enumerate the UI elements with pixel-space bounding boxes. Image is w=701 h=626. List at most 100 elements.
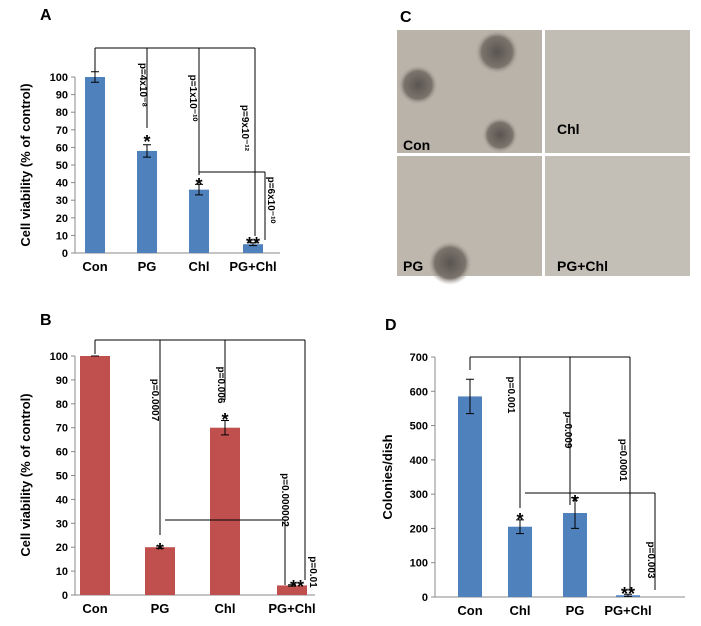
bar [189, 189, 209, 253]
panel-letter: A [40, 7, 52, 24]
x-tick-label: PG [151, 601, 170, 616]
p-value: p=9x10⁻¹² [239, 105, 250, 152]
p-value: p=0.01 [307, 556, 318, 588]
p-value: p=6x10⁻¹⁰ [265, 177, 276, 224]
significance-star: * [195, 175, 202, 195]
x-tick-label: PG+Chl [229, 259, 276, 274]
y-tick-label: 20 [56, 542, 68, 554]
error-bar [156, 545, 164, 549]
y-tick-label: 30 [56, 195, 68, 207]
y-tick-label: 80 [56, 399, 68, 411]
significance-star: ** [621, 584, 635, 604]
y-tick-label: 70 [56, 423, 68, 435]
bar [508, 526, 532, 597]
bar [277, 585, 307, 595]
p-value: p=0.001 [505, 377, 516, 414]
image-label: Con [403, 137, 430, 153]
y-tick-label: 90 [56, 375, 68, 387]
y-tick-label: 100 [50, 351, 68, 363]
y-tick-label: 50 [56, 471, 68, 483]
x-tick-label: PG [566, 603, 585, 618]
bar [80, 356, 110, 595]
p-value: p=0.0007 [149, 379, 160, 422]
p-value: p=0.009 [562, 412, 573, 449]
x-tick-label: Con [457, 603, 482, 618]
y-tick-label: 100 [50, 72, 68, 84]
y-axis-label: Cell viability (% of control) [18, 83, 33, 246]
error-bar [466, 378, 474, 415]
y-tick-label: 40 [56, 494, 68, 506]
y-tick-label: 200 [410, 523, 428, 535]
panel-letter: C [400, 9, 412, 26]
significance-star: * [571, 492, 578, 512]
error-bar [195, 183, 203, 196]
y-tick-label: 90 [56, 90, 68, 102]
x-tick-label: Chl [510, 603, 531, 618]
y-tick-label: 60 [56, 447, 68, 459]
bar [243, 244, 263, 253]
y-tick-label: 40 [56, 178, 68, 190]
colony [475, 30, 519, 74]
p-value: p=0.003 [645, 542, 656, 579]
image-label: PG [403, 258, 423, 274]
y-axis-label: Colonies/dish [380, 434, 395, 519]
x-tick-label: Con [82, 259, 107, 274]
y-tick-label: 0 [62, 590, 68, 602]
error-bar [221, 420, 229, 436]
error-bar [288, 584, 296, 587]
p-value: p=0.0001 [617, 439, 628, 482]
bar [85, 77, 105, 253]
y-tick-label: 50 [56, 160, 68, 172]
image-label: Chl [557, 121, 580, 137]
p-value: p=1x10⁻¹⁰ [187, 75, 198, 122]
y-tick-label: 10 [56, 566, 68, 578]
error-bar [249, 242, 257, 247]
panel-c-images [397, 30, 690, 285]
significance-star: * [516, 510, 523, 530]
significance-star: * [156, 540, 163, 560]
y-tick-label: 300 [410, 489, 428, 501]
bar [137, 150, 157, 253]
y-tick-label: 60 [56, 142, 68, 154]
image-label: PG+Chl [557, 258, 608, 274]
p-value: p=0.000002 [279, 473, 290, 527]
significance-star: * [143, 132, 150, 152]
significance-star: ** [290, 577, 304, 597]
y-tick-label: 80 [56, 107, 68, 119]
error-bar [143, 144, 151, 158]
y-tick-label: 0 [422, 592, 428, 604]
x-tick-label: PG+Chl [604, 603, 651, 618]
p-value: p=0.006 [215, 367, 226, 404]
y-tick-label: 100 [410, 558, 428, 570]
error-bar [624, 593, 632, 597]
colony [482, 117, 518, 153]
error-bar [571, 497, 579, 529]
image [545, 156, 690, 276]
y-tick-label: 10 [56, 230, 68, 242]
y-tick-label: 30 [56, 518, 68, 530]
x-tick-label: Chl [189, 259, 210, 274]
x-tick-label: PG+Chl [268, 601, 315, 616]
y-tick-label: 400 [410, 455, 428, 467]
significance-star: ** [246, 234, 260, 254]
significance-star: * [221, 410, 228, 430]
p-value: p=4x10⁻⁸ [137, 63, 148, 107]
y-tick-label: 500 [410, 421, 428, 433]
error-bar [516, 519, 524, 535]
image [545, 30, 690, 153]
y-tick-label: 20 [56, 213, 68, 225]
x-tick-label: Chl [215, 601, 236, 616]
panel-letter: D [385, 317, 397, 334]
colony [428, 241, 472, 285]
y-tick-label: 700 [410, 352, 428, 364]
y-tick-label: 600 [410, 386, 428, 398]
y-axis-label: Cell viability (% of control) [18, 393, 33, 556]
bar [145, 547, 175, 595]
x-tick-label: Con [82, 601, 107, 616]
bar [458, 396, 482, 597]
y-tick-label: 70 [56, 125, 68, 137]
y-tick-label: 0 [62, 248, 68, 260]
bar [210, 427, 240, 595]
panel-letter: B [40, 312, 52, 329]
